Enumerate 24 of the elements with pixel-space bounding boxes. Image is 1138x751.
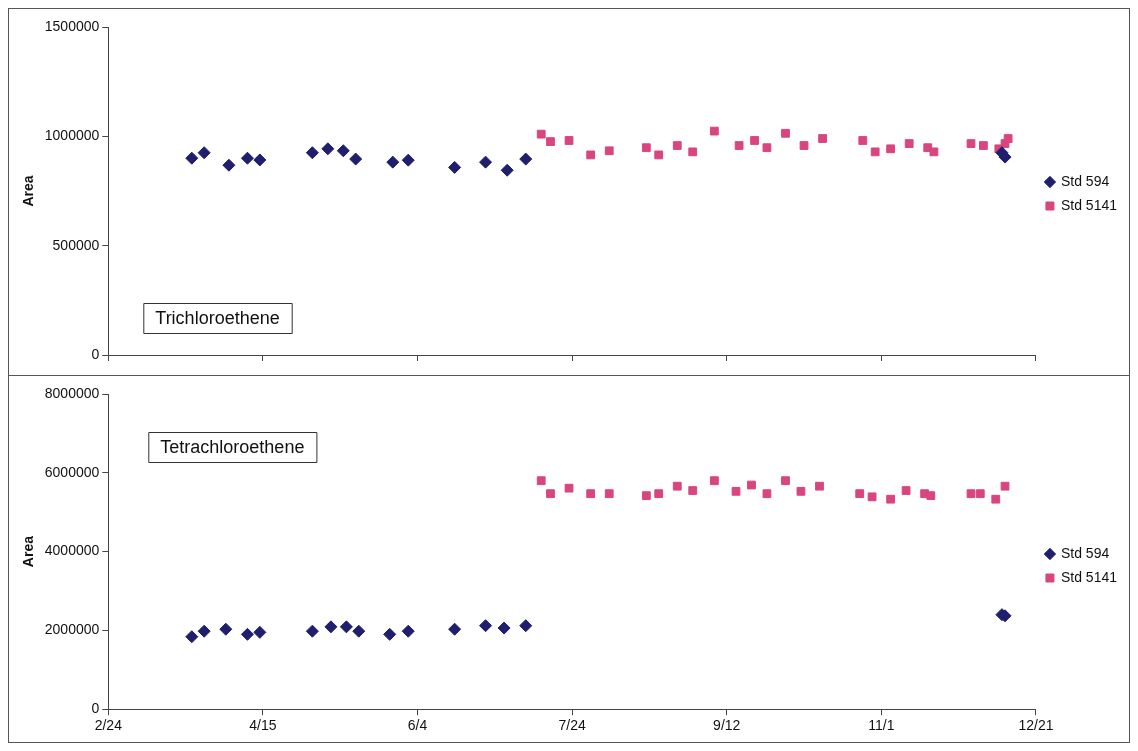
y-tick-label: 2000000	[44, 621, 100, 638]
x-tick-label: 7/24	[558, 717, 586, 734]
y-tick-label: 0	[91, 345, 100, 362]
y-tick-label: 1500000	[44, 17, 100, 34]
y-tick-label: 8000000	[44, 384, 100, 401]
y-tick-label: 0	[91, 700, 100, 717]
x-tick-label: 9/12	[713, 717, 741, 734]
legend-label: Std 5141	[1060, 568, 1118, 585]
text: Tetrachloroethene	[160, 436, 305, 457]
legend-label: Std 594	[1060, 172, 1110, 189]
y-tick-label: 6000000	[44, 463, 100, 480]
x-tick-label: 12/21	[1018, 717, 1054, 734]
x-tick-label: 11/1	[868, 717, 895, 734]
x-tick-label: 6/4	[407, 717, 428, 734]
x-tick-label: 2/24	[94, 717, 123, 734]
y-tick-label: 1000000	[44, 127, 100, 144]
text: Trichloroethene	[155, 307, 280, 328]
legend-label: Std 594	[1060, 544, 1110, 561]
y-axis-title: Area	[20, 175, 37, 207]
y-tick-label: 4000000	[44, 542, 100, 559]
x-tick-label: 4/15	[249, 717, 277, 734]
y-axis-title: Area	[20, 535, 37, 568]
legend-label: Std 5141	[1060, 196, 1118, 213]
y-tick-label: 500000	[52, 236, 100, 253]
